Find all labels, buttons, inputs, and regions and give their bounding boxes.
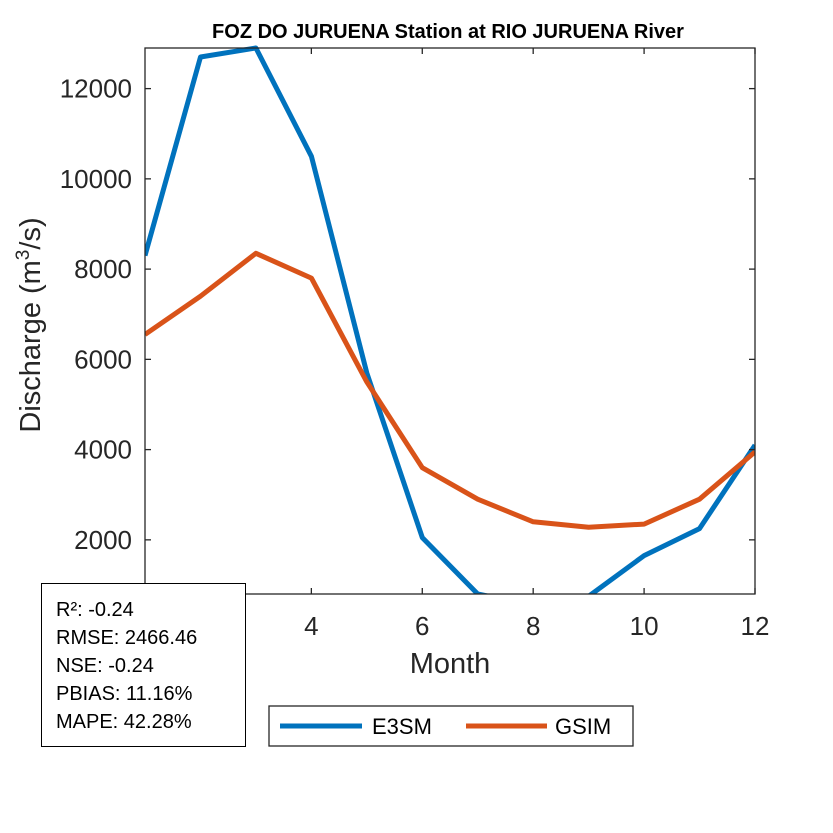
y-tick-label: 4000 xyxy=(74,435,132,465)
stats-box: R²: -0.24 RMSE: 2466.46 NSE: -0.24 PBIAS… xyxy=(41,583,246,747)
y-axis-label-main: Discharge (m xyxy=(15,260,47,432)
y-tick-label: 8000 xyxy=(74,254,132,284)
y-axis-ticks: 2000 4000 6000 8000 10000 12000 xyxy=(60,74,755,555)
x-tick-label: 8 xyxy=(526,611,540,641)
series-line-gsim xyxy=(145,250,755,530)
x-tick-label: 10 xyxy=(630,611,659,641)
y-axis-label-end: /s) xyxy=(15,217,47,249)
x-tick-label: 12 xyxy=(741,611,770,641)
legend-label-e3sm: E3SM xyxy=(372,714,432,739)
y-tick-label: 10000 xyxy=(60,164,132,194)
stat-rmse: RMSE: 2466.46 xyxy=(56,627,198,649)
legend: E3SM GSIM xyxy=(268,705,634,747)
plot-area xyxy=(145,48,755,594)
stat-mape: MAPE: 42.28% xyxy=(56,711,192,733)
stat-nse: NSE: -0.24 xyxy=(56,655,154,677)
x-tick-label: 6 xyxy=(415,611,429,641)
plot-frame xyxy=(144,47,756,595)
y-axis-label: Discharge (m3/s) xyxy=(13,217,47,432)
chart-title: FOZ DO JURUENA Station at RIO JURUENA Ri… xyxy=(212,21,684,43)
stat-r2: R²: -0.24 xyxy=(56,599,134,621)
legend-label-gsim: GSIM xyxy=(555,714,611,739)
x-axis-label: Month xyxy=(410,648,491,680)
stat-pbias: PBIAS: 11.16% xyxy=(56,683,193,705)
y-axis-label-superscript: 3 xyxy=(13,250,34,261)
x-tick-label: 4 xyxy=(304,611,318,641)
y-tick-label: 6000 xyxy=(74,344,132,374)
y-tick-label: 2000 xyxy=(74,525,132,555)
y-tick-label: 12000 xyxy=(60,74,132,104)
series-line-e3sm xyxy=(145,45,755,594)
series-layer xyxy=(145,45,755,594)
x-axis-ticks: 4 6 8 10 12 xyxy=(304,48,769,641)
